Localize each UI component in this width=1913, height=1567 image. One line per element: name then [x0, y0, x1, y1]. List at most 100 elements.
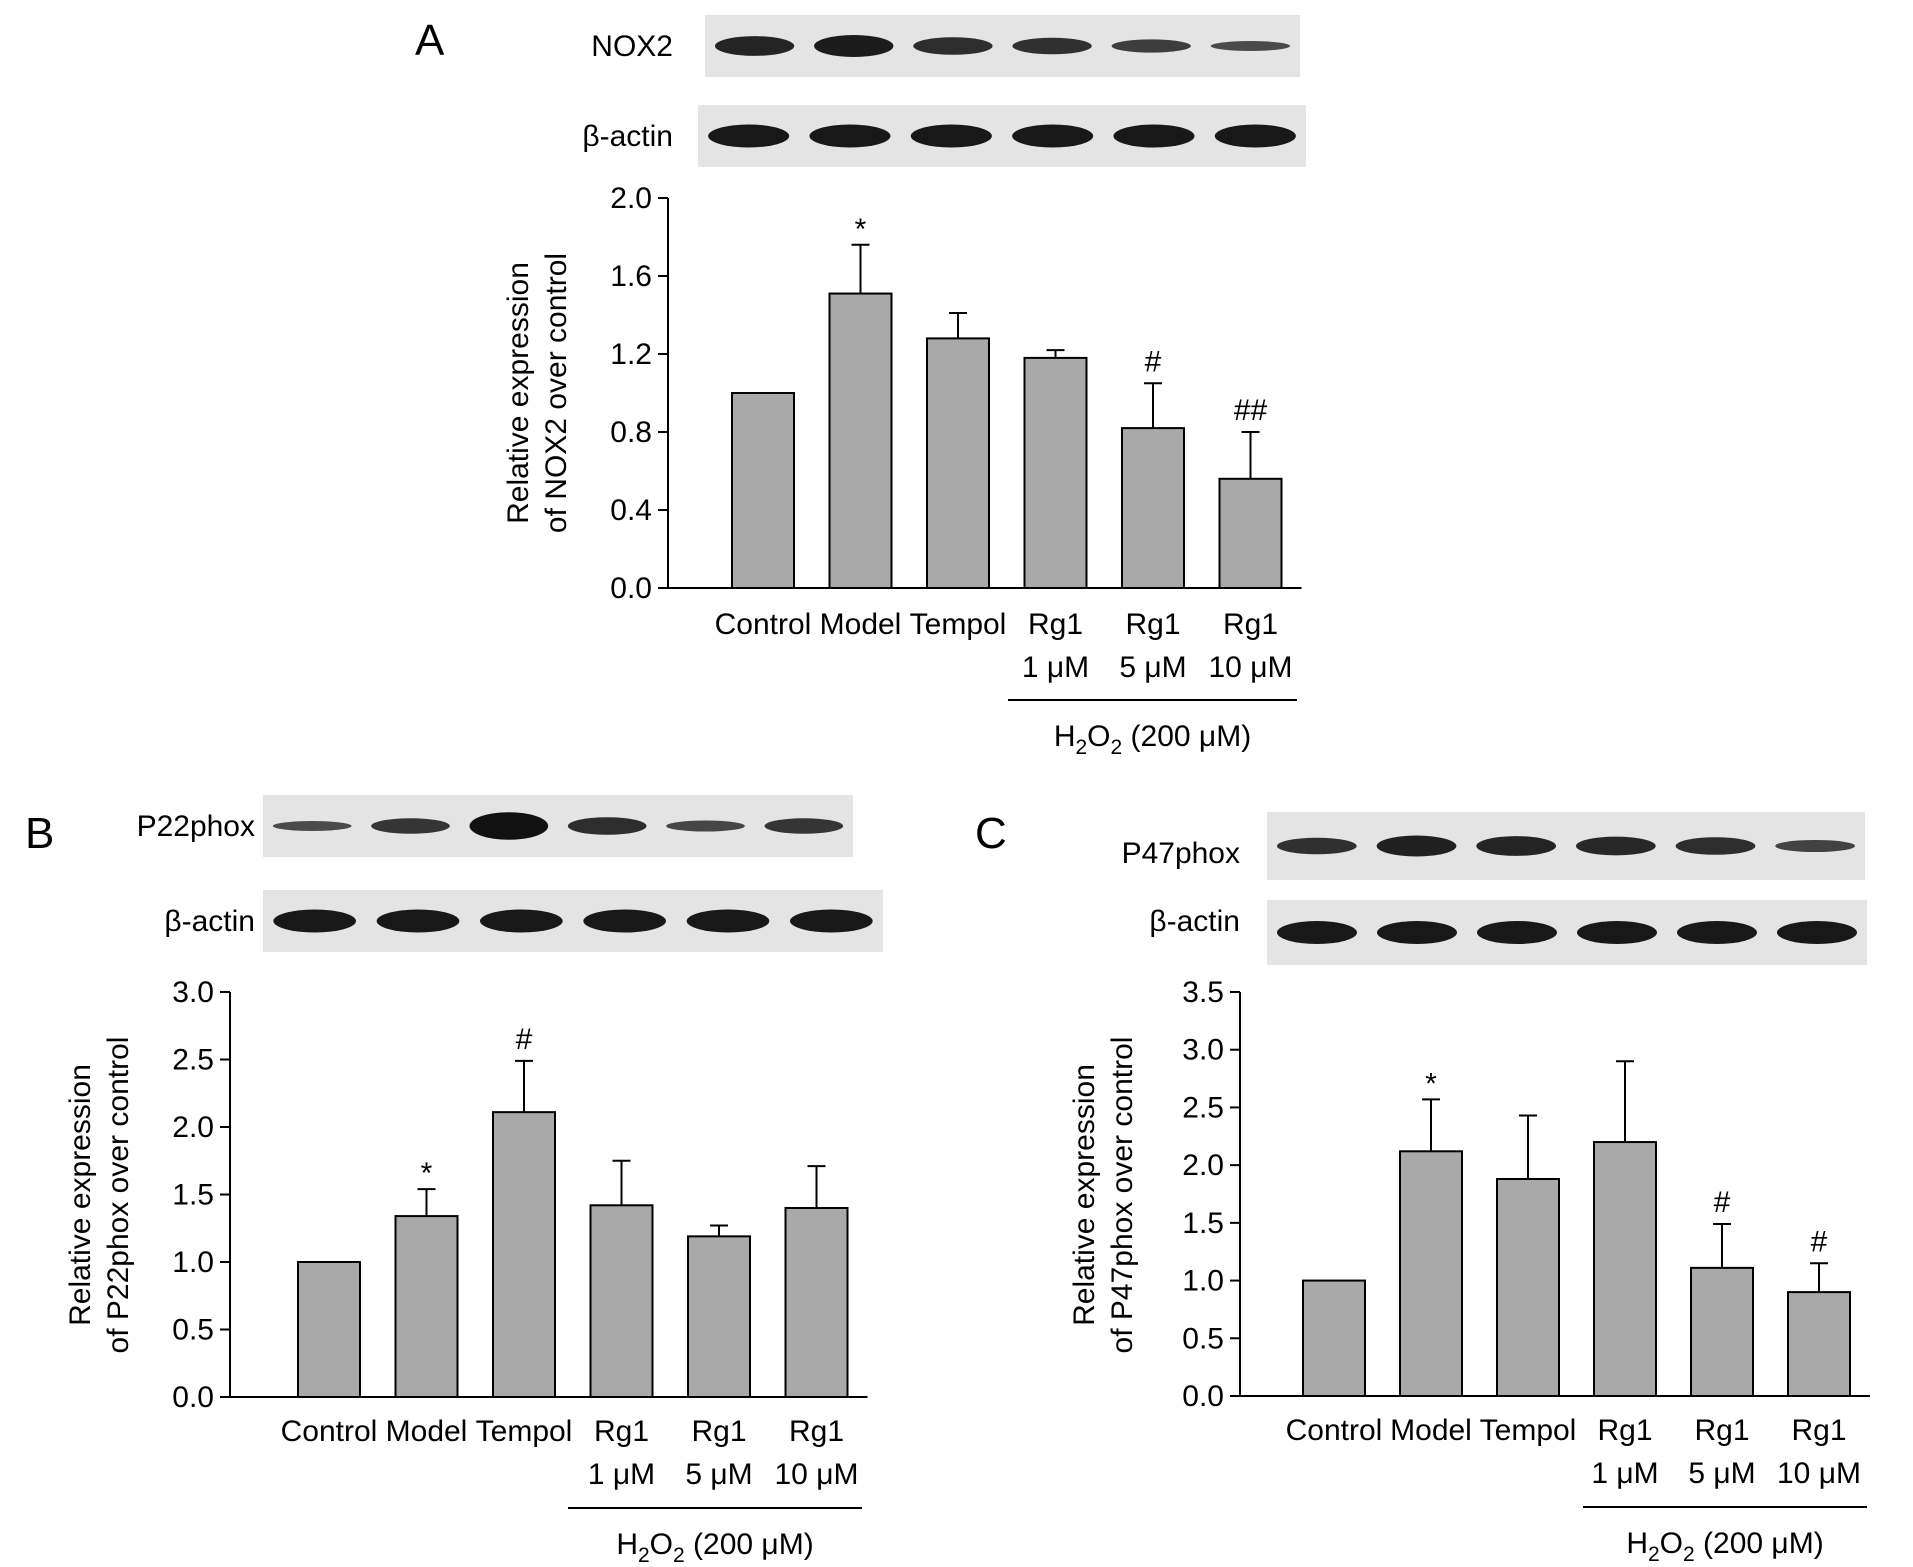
- y-axis-title: of P47phox over control: [1106, 1037, 1139, 1354]
- treatment-prefix: H: [616, 1528, 638, 1561]
- significance-mark: #: [1714, 1186, 1731, 1219]
- category-label-dose: 1 μM: [1591, 1457, 1658, 1490]
- blot-label: β-actin: [1149, 905, 1240, 938]
- blot-band: [583, 909, 667, 933]
- blot-band: [686, 909, 770, 933]
- blot-strip: [698, 105, 1306, 167]
- category-label: Rg1: [1791, 1414, 1846, 1447]
- treatment-sub2: 2: [1683, 1543, 1695, 1566]
- bar: [1787, 1291, 1851, 1397]
- blot-band: [1376, 835, 1457, 857]
- category-label-dose: 5 μM: [685, 1458, 752, 1491]
- y-axis-title: Relative expression: [1068, 1064, 1101, 1326]
- blot-band: [1577, 920, 1657, 945]
- bar: [687, 1235, 751, 1398]
- category-label: Tempol: [476, 1415, 573, 1448]
- treatment-mid: O: [650, 1528, 673, 1561]
- y-tick-label: 2.0: [610, 182, 652, 215]
- bar: [1593, 1141, 1657, 1397]
- treatment-suffix: (200 μM): [1122, 720, 1251, 753]
- category-label: Rg1: [1597, 1414, 1652, 1447]
- panel-b: B P22phox β-actin 0.0 0.5 1.0 1.5 2.0 2.5 3.0 Rela…: [25, 795, 883, 1567]
- blot-background: [263, 795, 853, 857]
- blot-background: [1267, 900, 1867, 965]
- treatment-sub1: 2: [638, 1544, 650, 1567]
- y-tick-label: 1.5: [1182, 1207, 1224, 1240]
- category-label: Control: [715, 608, 812, 641]
- blot-label: NOX2: [591, 30, 673, 63]
- blot-band: [1111, 39, 1191, 53]
- blot-strip: [1267, 900, 1867, 965]
- blot-band: [1477, 920, 1557, 945]
- blot-band: [1675, 837, 1756, 855]
- category-label: Rg1: [691, 1415, 746, 1448]
- blot-band: [1277, 920, 1357, 945]
- bar: [1399, 1150, 1463, 1397]
- category-label-dose: 1 μM: [588, 1458, 655, 1491]
- category-label: Control: [1286, 1414, 1383, 1447]
- panel-c: C P47phox β-actin 0.0 0.5 1.0 1.5 2.0 2.5 3.0 3.5 R…: [975, 809, 1870, 1566]
- blot-strip: [263, 890, 883, 952]
- blot-band: [567, 817, 647, 835]
- category-label: Model: [1390, 1414, 1472, 1447]
- category-label: Rg1: [1694, 1414, 1749, 1447]
- bar: [731, 392, 795, 589]
- blot-background: [705, 15, 1300, 77]
- bar: [926, 337, 990, 589]
- category-label: Control: [281, 1415, 378, 1448]
- y-axis-title: of P22phox over control: [102, 1037, 135, 1354]
- category-label: Rg1: [1125, 608, 1180, 641]
- y-tick-label: 1.6: [610, 260, 652, 293]
- blot-band: [469, 812, 549, 840]
- blot-band: [1012, 124, 1094, 148]
- y-tick-label: 0.5: [1182, 1322, 1224, 1355]
- y-tick-label: 0.8: [610, 416, 652, 449]
- significance-mark: #: [1811, 1225, 1828, 1258]
- y-tick-label: 3.0: [172, 976, 214, 1009]
- y-tick-label: 2.0: [172, 1111, 214, 1144]
- y-tick-label: 0.4: [610, 494, 652, 527]
- treatment-sub1: 2: [1075, 736, 1087, 759]
- y-tick-label: 2.5: [172, 1044, 214, 1077]
- blot-band: [708, 124, 790, 148]
- blot-band: [1012, 37, 1092, 55]
- treatment-mid: O: [1660, 1527, 1683, 1560]
- treatment-prefix: H: [1626, 1527, 1648, 1560]
- y-tick-label: 0.0: [610, 572, 652, 605]
- significance-mark: #: [1145, 345, 1162, 378]
- treatment-sub2: 2: [1111, 736, 1123, 759]
- treatment-suffix: (200 μM): [1695, 1527, 1824, 1560]
- blot-band: [809, 124, 891, 148]
- y-axis-title: Relative expression: [502, 262, 535, 524]
- blot-label: P22phox: [137, 810, 255, 843]
- category-label-dose: 10 μM: [1209, 651, 1293, 684]
- blot-strip: [263, 795, 853, 857]
- category-label: Rg1: [594, 1415, 649, 1448]
- significance-mark: ##: [1234, 394, 1268, 427]
- y-tick-label: 0.0: [172, 1381, 214, 1414]
- category-label: Tempol: [910, 608, 1007, 641]
- significance-mark: *: [855, 213, 867, 246]
- blot-band: [479, 909, 563, 933]
- treatment-suffix: (200 μM): [685, 1528, 814, 1561]
- blot-band: [790, 909, 873, 933]
- blot-band: [1677, 920, 1757, 945]
- y-tick-label: 3.0: [1182, 1034, 1224, 1067]
- blot-band: [764, 818, 844, 834]
- y-tick-label: 2.5: [1182, 1091, 1224, 1124]
- treatment-sub2: 2: [673, 1544, 685, 1567]
- blot-band: [714, 36, 795, 56]
- bar: [589, 1204, 654, 1399]
- significance-mark: *: [1425, 1067, 1437, 1100]
- blot-band: [1775, 839, 1856, 853]
- bar: [492, 1111, 556, 1399]
- significance-mark: *: [421, 1157, 433, 1190]
- bar: [1690, 1266, 1754, 1397]
- blot-band: [814, 35, 894, 57]
- blot-band: [1276, 837, 1357, 855]
- category-label: Model: [386, 1415, 468, 1448]
- blot-band: [1777, 920, 1857, 945]
- category-label: Tempol: [1480, 1414, 1577, 1447]
- treatment-sub1: 2: [1648, 1543, 1660, 1566]
